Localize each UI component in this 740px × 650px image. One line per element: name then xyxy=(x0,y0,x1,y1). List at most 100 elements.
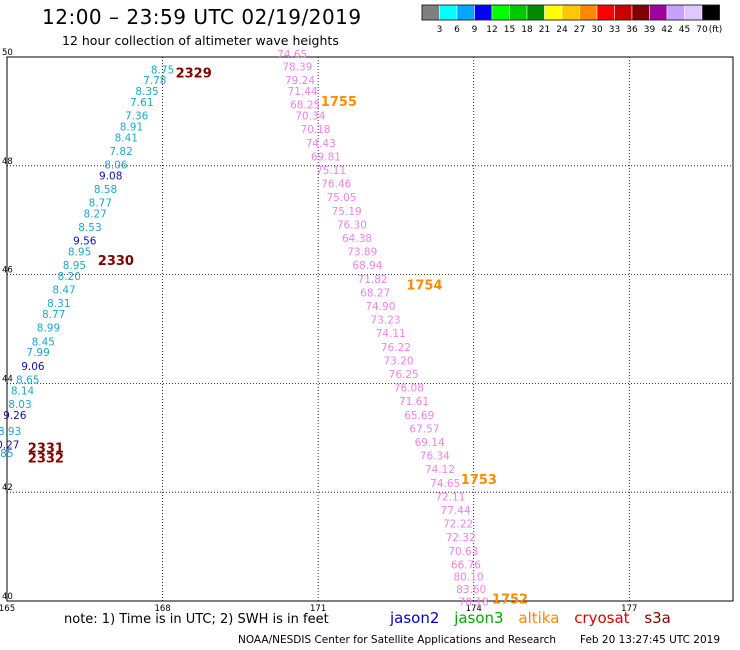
mission-altika: altika xyxy=(518,609,560,627)
y-tick-label: 46 xyxy=(2,266,13,276)
y-tick-label: 50 xyxy=(2,48,13,58)
wave-height-point: 76.25 xyxy=(389,369,419,381)
wave-height-point: 8.03 xyxy=(8,399,31,411)
mission-cryosat: cryosat xyxy=(574,609,630,627)
wave-height-point: 8.20 xyxy=(58,271,81,283)
wave-height-point: 72.11 xyxy=(435,491,465,503)
wave-height-point: 71.82 xyxy=(358,274,388,286)
wave-height-point: 8.95 xyxy=(63,260,86,272)
pass-time-label: 2331 xyxy=(28,441,64,456)
wave-height-point: 70.34 xyxy=(295,111,325,123)
wave-height-point: 8.14 xyxy=(11,385,35,397)
wave-height-point: 68.94 xyxy=(352,260,382,272)
pass-time-label: 2329 xyxy=(176,67,212,82)
wave-height-point: 8.31 xyxy=(47,298,70,310)
colorbar-label: 30 xyxy=(591,25,603,35)
colorbar-label: 39 xyxy=(644,25,656,35)
wave-height-point: 10.27 xyxy=(0,440,19,452)
pass-time-label: 2332 xyxy=(28,451,64,466)
wave-height-point: 74.65 xyxy=(430,478,460,490)
colorbar-label: 15 xyxy=(504,25,515,35)
pass-time-label: 1754 xyxy=(406,278,442,293)
wave-height-point: 69.81 xyxy=(311,151,341,163)
y-tick-label: 48 xyxy=(2,157,13,167)
wave-height-point: 9.56 xyxy=(73,236,97,248)
colorbar-label: 6 xyxy=(454,25,460,35)
wave-height-point: 8.77 xyxy=(89,198,112,210)
wave-height-point: 72.22 xyxy=(443,519,473,531)
wave-height-point: 83.60 xyxy=(456,584,486,596)
colorbar-label: 18 xyxy=(521,25,533,35)
wave-height-point: 8.75 xyxy=(151,64,174,76)
wave-height-point: 7.78 xyxy=(143,75,166,87)
colorbar-label: 42 xyxy=(661,25,672,35)
wave-height-point: 7.82 xyxy=(109,146,132,158)
wave-height-point: 7.36 xyxy=(125,111,149,123)
wave-height-point: 72.32 xyxy=(446,532,476,544)
generated-timestamp: Feb 20 13:27:45 UTC 2019 xyxy=(580,634,720,646)
wave-height-point: 73.20 xyxy=(383,355,413,367)
wave-height-point: 8.77 xyxy=(42,309,65,321)
wave-height-point: 78.39 xyxy=(282,62,312,74)
chart-title: 12:00 – 23:59 UTC 02/19/2019 xyxy=(42,5,362,29)
wave-height-point: 77.44 xyxy=(441,505,471,517)
wave-height-point: 75.05 xyxy=(326,192,356,204)
colorbar-label: 21 xyxy=(539,25,550,35)
wave-height-point: 8.58 xyxy=(94,184,117,196)
chart-subtitle: 12 hour collection of altimeter wave hei… xyxy=(62,33,339,48)
wave-height-point: 74.11 xyxy=(376,328,406,340)
y-tick-label: 42 xyxy=(2,483,13,493)
mission-legend: jason2 jason3 altika cryosat s3a xyxy=(390,609,681,627)
pass-time-label: 1753 xyxy=(461,473,497,488)
wave-height-point: 8.41 xyxy=(115,132,138,144)
wave-height-point: 75.11 xyxy=(316,165,346,177)
wave-height-point: 76.08 xyxy=(394,383,424,395)
wave-height-point: 8.93 xyxy=(0,426,21,438)
wave-height-point: 71.61 xyxy=(399,396,429,408)
wave-height-point: 76.30 xyxy=(337,219,367,231)
x-tick-label: 165 xyxy=(0,604,15,614)
wave-height-point: 69.14 xyxy=(415,437,445,449)
x-tick-label: 168 xyxy=(154,604,170,614)
wave-height-point: 75.19 xyxy=(332,206,362,218)
colorbar-label: 12 xyxy=(486,25,497,35)
wave-height-point: 74.65 xyxy=(277,49,307,61)
wave-height-point: 74.90 xyxy=(365,301,395,313)
wave-height-point: 9.08 xyxy=(99,170,122,182)
wave-height-point: 7.99 xyxy=(26,347,49,359)
wave-height-point: 74.12 xyxy=(425,464,455,476)
colorbar-label: 45 xyxy=(679,25,690,35)
wave-height-point: 9.26 xyxy=(3,410,27,422)
colorbar-legend: 3 6 9 12 15 18 21 24 27 30 33 36 39 42 45 70 (ft) xyxy=(421,4,723,35)
wave-height-point: 73.23 xyxy=(371,315,401,327)
wave-height-point: 73.89 xyxy=(347,247,377,259)
colorbar-label: 24 xyxy=(556,25,568,35)
wave-height-point: 67.57 xyxy=(409,423,439,435)
wave-height-point: 74.43 xyxy=(306,138,336,150)
colorbar-frame xyxy=(421,4,720,21)
wave-height-point: 79.24 xyxy=(285,75,315,87)
wave-height-point: 68.27 xyxy=(360,287,390,299)
pass-time-label: 1755 xyxy=(321,95,357,110)
wave-height-point: 8.65 xyxy=(16,374,39,386)
wave-height-point: 9.06 xyxy=(21,361,45,373)
colorbar-label: 27 xyxy=(574,25,585,35)
wave-height-point: 76.34 xyxy=(420,451,450,463)
wave-height-point: 70.63 xyxy=(448,546,478,558)
colorbar-label: (ft) xyxy=(709,25,723,35)
wave-height-point: 68.25 xyxy=(290,100,320,112)
colorbar-label: 36 xyxy=(626,25,638,35)
colorbar-label: 3 xyxy=(437,25,443,35)
plot-frame xyxy=(6,56,734,602)
x-tick-label: 177 xyxy=(621,604,637,614)
y-tick-label: 44 xyxy=(2,374,13,384)
x-tick-label: 171 xyxy=(310,604,326,614)
wave-height-point: 71.44 xyxy=(288,86,318,98)
wave-height-point: 66.76 xyxy=(451,559,481,571)
wave-height-point: 8.53 xyxy=(78,222,101,234)
colorbar-label: 9 xyxy=(472,25,478,35)
mission-jason3: jason3 xyxy=(454,609,504,627)
wave-height-point: 76.46 xyxy=(321,179,351,191)
wave-height-point: 8.27 xyxy=(83,208,106,220)
